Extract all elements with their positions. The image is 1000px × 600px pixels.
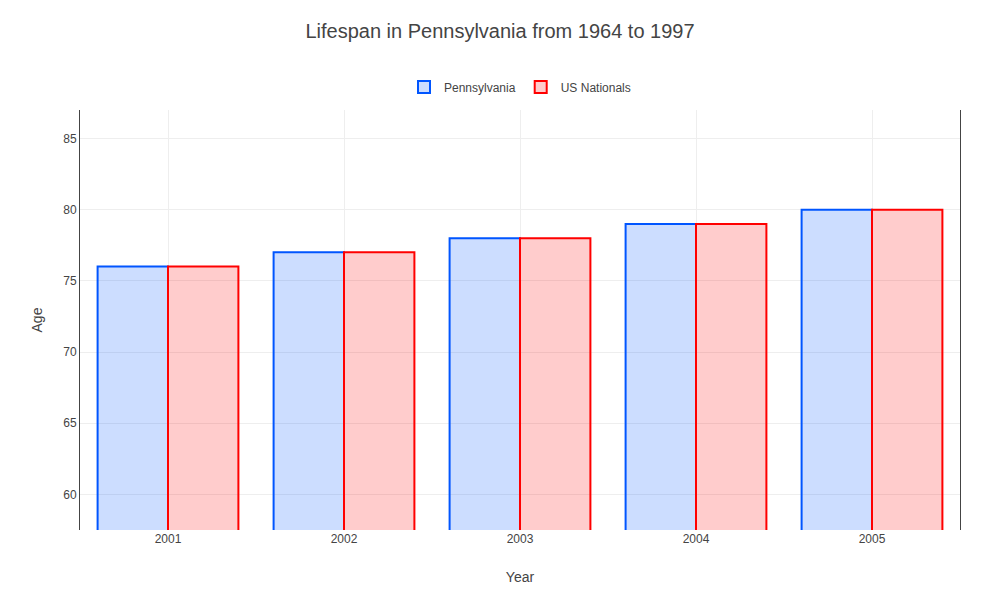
svg-text:2004: 2004 <box>683 532 710 546</box>
svg-text:65: 65 <box>63 416 77 430</box>
svg-text:2002: 2002 <box>331 532 358 546</box>
svg-text:Pennsylvania: Pennsylvania <box>444 81 516 95</box>
svg-text:80: 80 <box>63 203 77 217</box>
svg-text:2005: 2005 <box>859 532 886 546</box>
svg-text:2001: 2001 <box>155 532 182 546</box>
svg-text:70: 70 <box>63 345 77 359</box>
svg-text:Age: Age <box>29 307 45 332</box>
svg-text:2003: 2003 <box>507 532 534 546</box>
svg-text:85: 85 <box>63 132 77 146</box>
svg-text:75: 75 <box>63 274 77 288</box>
svg-text:Year: Year <box>506 569 535 585</box>
svg-text:60: 60 <box>63 488 77 502</box>
svg-text:US Nationals: US Nationals <box>561 81 631 95</box>
svg-text:Lifespan in Pennsylvania from: Lifespan in Pennsylvania from 1964 to 19… <box>305 20 694 42</box>
